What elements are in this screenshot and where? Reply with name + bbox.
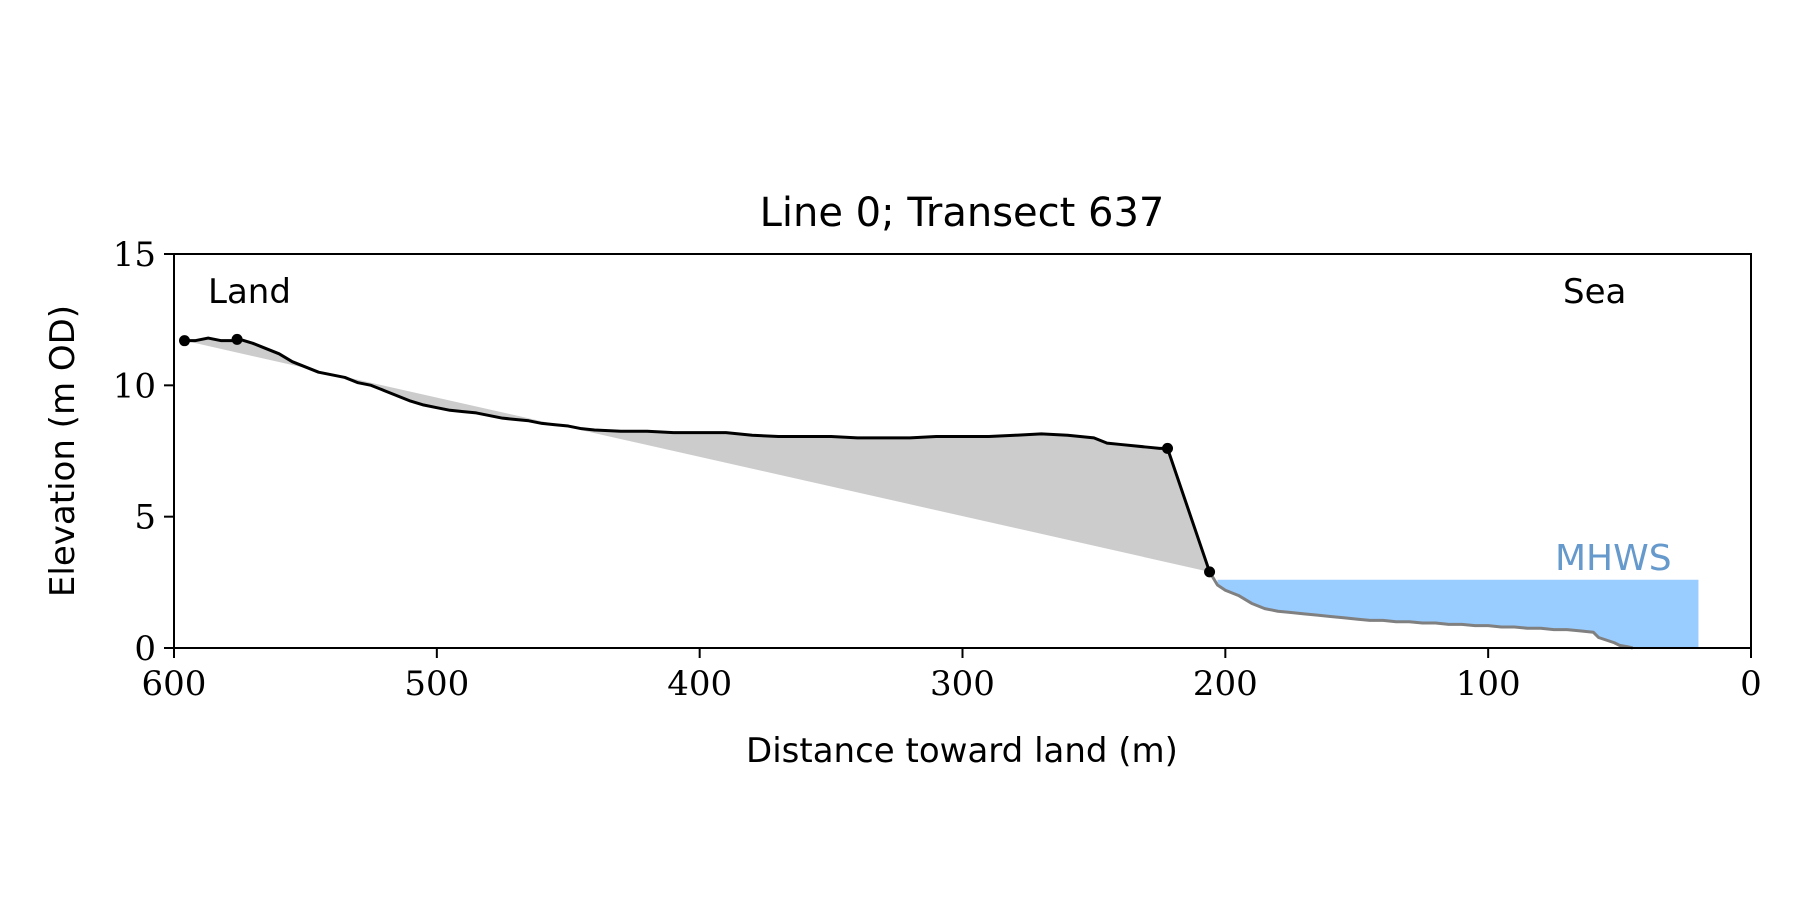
- x-tick-label: 200: [1193, 664, 1258, 704]
- y-tick-label: 5: [134, 498, 156, 538]
- y-tick-label: 15: [113, 235, 156, 275]
- x-axis-label: Distance toward land (m): [746, 731, 1178, 771]
- y-tick-label: 0: [134, 629, 156, 669]
- profile-marker: [179, 335, 191, 347]
- x-tick-label: 500: [404, 664, 469, 704]
- sea-profile-line: [1208, 571, 1634, 650]
- x-tick-label: 600: [142, 664, 207, 704]
- sea-annotation: Sea: [1563, 272, 1626, 312]
- chart-title: Line 0; Transect 637: [760, 190, 1165, 236]
- x-tick-label: 400: [667, 664, 732, 704]
- y-tick-label: 10: [113, 366, 156, 406]
- profile-change-area: [184, 338, 1210, 572]
- profile-marker: [1204, 566, 1216, 578]
- x-tick-label: 300: [930, 664, 995, 704]
- land-profile-line: [184, 336, 1211, 573]
- profile-marker: [231, 333, 243, 345]
- mhws-label: MHWS: [1555, 538, 1672, 579]
- land-annotation: Land: [208, 272, 291, 312]
- profile-marker: [1162, 442, 1174, 454]
- mhws-water-area: [1217, 579, 1699, 648]
- x-tick-label: 100: [1456, 664, 1521, 704]
- x-tick-label: 0: [1740, 664, 1762, 704]
- y-axis-label: Elevation (m OD): [43, 305, 83, 597]
